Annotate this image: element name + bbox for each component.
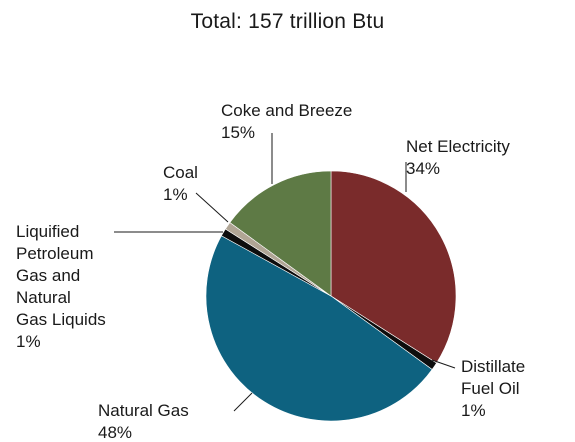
leader-line-natural-gas — [233, 392, 253, 412]
slice-labels: Net Electricity 34% Distillate Fuel Oil 1% Na… — [16, 101, 525, 442]
slice-label-distillate-fuel-oil: Distillate Fuel Oil 1% — [461, 357, 525, 420]
pie-slice-coke-and-breeze — [229, 170, 332, 297]
slice-label-net-electricity: Net Electricity 34% — [406, 137, 510, 178]
leader-line-coal — [195, 192, 229, 223]
slice-label-coal: Coal 1% — [163, 163, 198, 204]
pie-slices — [205, 170, 457, 422]
pie-slice-net-electricity — [330, 170, 457, 364]
slice-label-natural-gas: Natural Gas 48% — [98, 401, 189, 442]
slice-label-coke-and-breeze: Coke and Breeze 15% — [221, 101, 352, 142]
chart-title: Total: 157 trillion Btu — [190, 10, 385, 33]
leader-line-distillate-fuel-oil — [431, 359, 456, 369]
slice-label-liquified-petroleum-gas-and-natural-gas-liquids: Liquified Petroleum Gas and Natural Gas Liqu… — [16, 222, 106, 351]
leader-lines — [114, 133, 456, 412]
pie-slice-natural-gas — [205, 235, 433, 422]
